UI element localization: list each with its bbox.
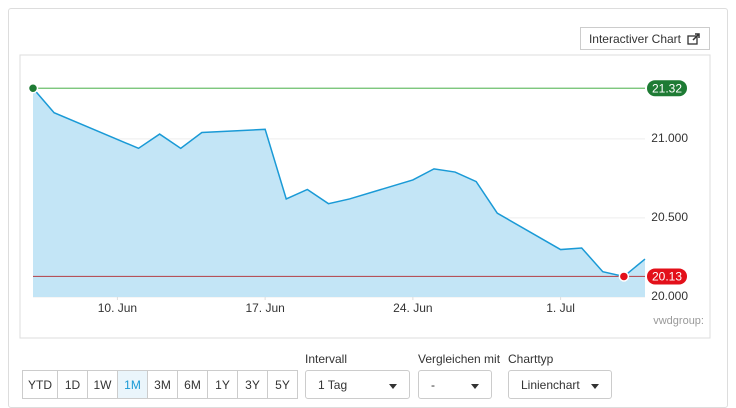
dropdown-label: Vergleichen mit [418, 352, 501, 366]
dropdown[interactable]: Linienchart [508, 370, 612, 399]
range-button[interactable]: YTD [22, 370, 58, 399]
x-tick-label: 17. Jun [245, 301, 284, 315]
dropdown-value: 1 Tag [318, 377, 348, 392]
line [32, 87, 646, 278]
button-label: Interactiver Chart [588, 31, 682, 46]
dropdown-label: Charttyp [508, 352, 554, 366]
interactive-chart-button[interactable]: Interactiver Chart [580, 27, 710, 50]
chart: 20.000 20.500 21.000 10. Jun 17. Jun 24. Jun 1… [19, 54, 711, 339]
dropdown[interactable]: 1 Tag [305, 370, 410, 399]
badge [647, 268, 687, 285]
range-button[interactable]: 3Y [237, 370, 268, 399]
watermark: vwdgroup: [653, 315, 704, 327]
range-button[interactable]: 1M [117, 370, 148, 399]
caret [389, 384, 397, 389]
badge-label: 21.32 [652, 81, 682, 95]
range-button[interactable]: 3M [147, 370, 178, 399]
marker [27, 82, 39, 94]
external-icon [687, 32, 700, 45]
dropdown-value: Linienchart [521, 377, 580, 392]
y-tick-label: 20.000 [651, 289, 688, 303]
x-tick-label: 24. Jun [393, 301, 432, 315]
range-button[interactable]: 1W [87, 370, 118, 399]
caret [591, 384, 599, 389]
dropdown[interactable]: - [418, 370, 492, 399]
caret [471, 384, 479, 389]
dropdown-value: - [431, 377, 435, 392]
badge-label: 20.13 [652, 270, 682, 284]
dropdown-label: Intervall [305, 352, 348, 366]
x-tick-label: 1. Jul [546, 301, 575, 315]
y-tick-label: 20.500 [651, 210, 688, 224]
range-button[interactable]: 5Y [267, 370, 298, 399]
range-button[interactable]: 1Y [207, 370, 238, 399]
area [33, 88, 645, 297]
range-button[interactable]: 6M [177, 370, 208, 399]
x-tick-label: 10. Jun [98, 301, 137, 315]
y-tick-label: 21.000 [651, 131, 688, 145]
badge [647, 80, 687, 97]
marker [618, 271, 630, 282]
range-button[interactable]: 1D [57, 370, 88, 399]
